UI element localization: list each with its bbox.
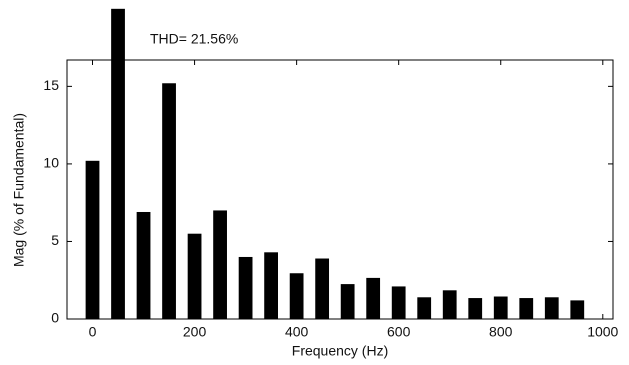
x-tick-label: 200 [183,324,207,340]
x-tick-label: 1000 [587,324,618,340]
bar [519,298,534,319]
y-axis-label: Mag (% of Fundamental) [11,113,27,267]
x-tick-label: 600 [387,324,411,340]
annotation: THD= 21.56% [150,31,238,47]
plot-frame [66,59,614,320]
bar [442,290,457,319]
bar [111,8,125,319]
bar [85,160,100,319]
bar [162,83,176,319]
bar [417,297,432,319]
bar [264,252,279,319]
bar [340,284,355,319]
bar [570,300,585,319]
bar [213,210,227,319]
x-tick-label: 400 [285,324,309,340]
y-tick-label: 5 [51,232,59,248]
y-tick-label: 0 [51,310,59,326]
x-axis-label: Frequency (Hz) [292,343,388,359]
bar [289,273,304,319]
y-tick-label: 15 [43,77,59,93]
bar [187,233,202,319]
bar [493,296,508,319]
bar [315,258,330,319]
bar [366,277,381,319]
bar [136,211,151,319]
x-tick-label: 0 [89,324,97,340]
bar [468,298,483,319]
bar [238,256,253,319]
bar [391,286,406,319]
x-tick-label: 800 [489,324,513,340]
y-tick-label: 10 [43,155,59,171]
bar [544,297,559,319]
